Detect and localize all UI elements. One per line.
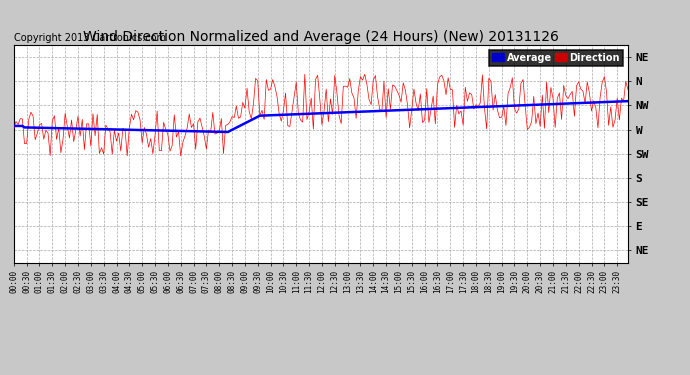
Legend: Average, Direction: Average, Direction bbox=[489, 50, 623, 66]
Text: Copyright 2013 Cartronics.com: Copyright 2013 Cartronics.com bbox=[14, 33, 166, 43]
Title: Wind Direction Normalized and Average (24 Hours) (New) 20131126: Wind Direction Normalized and Average (2… bbox=[83, 30, 559, 44]
